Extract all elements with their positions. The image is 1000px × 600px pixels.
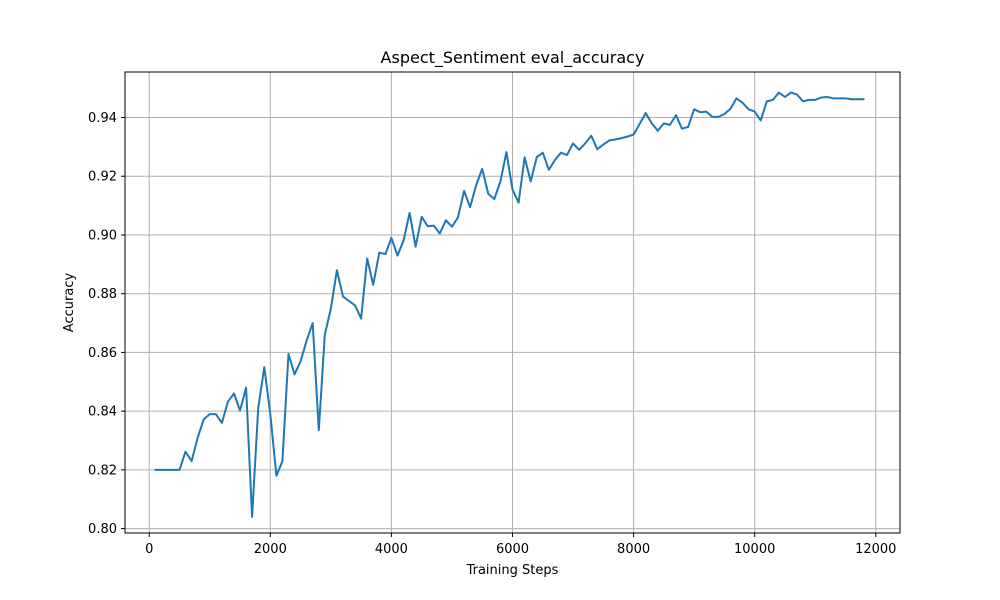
x-axis-title: Training Steps [466,563,559,578]
x-tick-label: 0 [145,542,153,557]
y-tick-label: 0.92 [88,170,117,185]
y-tick-label: 0.94 [88,111,117,126]
x-tick-label: 6000 [496,542,529,557]
y-tick-label: 0.88 [88,287,117,302]
y-tick-label: 0.80 [88,522,117,537]
series-layer [154,91,865,518]
x-tick-label: 8000 [617,542,650,557]
ticks: 0 2000 4000 6000 8000 10000 12000 0.80 0.82 0.84 0… [88,111,896,557]
y-tick-label: 0.86 [88,346,117,361]
accuracy-line [154,91,865,518]
y-tick-label: 0.90 [88,228,117,243]
grid [125,72,900,533]
x-tick-label: 4000 [375,542,408,557]
y-axis-title: Accuracy [62,273,77,333]
x-tick-label: 2000 [254,542,287,557]
x-tick-label: 10000 [734,542,775,557]
x-tick-label: 12000 [855,542,896,557]
y-tick-label: 0.82 [88,463,117,478]
chart-title: Aspect_Sentiment eval_accuracy [381,48,645,68]
y-tick-label: 0.84 [88,405,117,420]
